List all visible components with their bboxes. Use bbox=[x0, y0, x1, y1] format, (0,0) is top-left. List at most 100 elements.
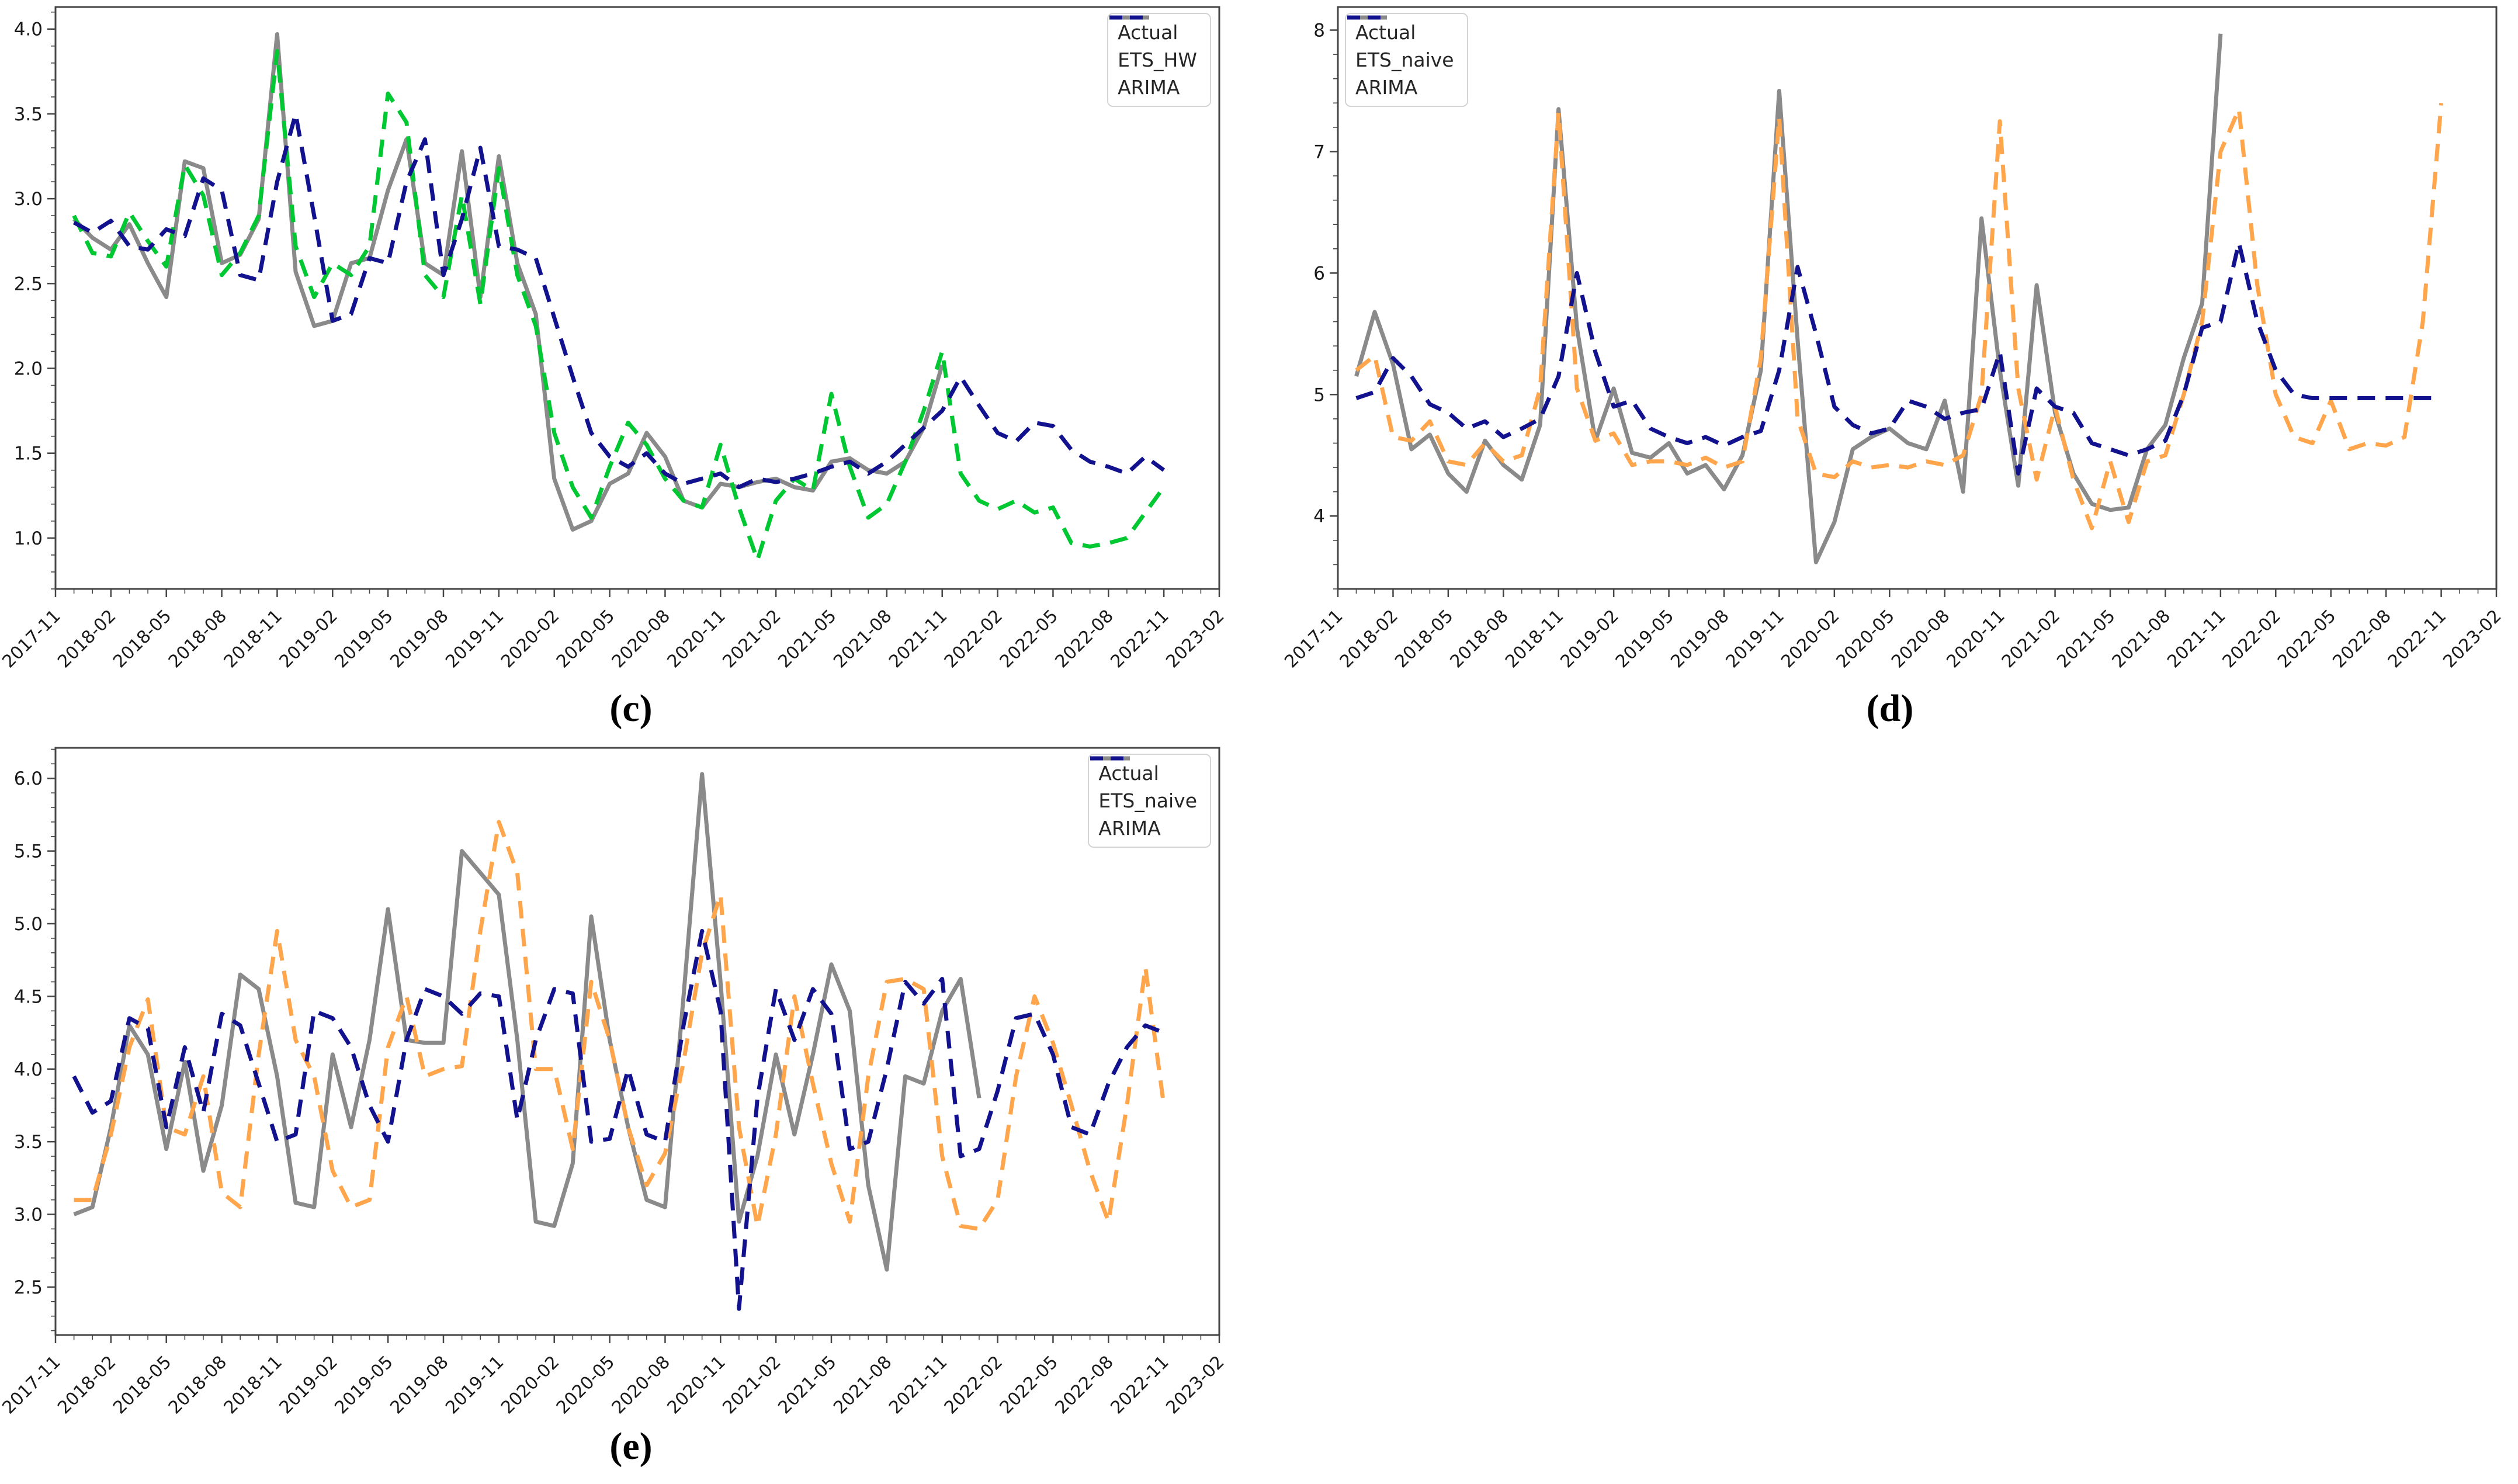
x-tick-label: 2017-11 bbox=[0, 606, 65, 672]
x-tick-label: 2021-11 bbox=[2163, 606, 2229, 672]
x-tick-label: 2022-05 bbox=[996, 606, 1062, 672]
x-tick-label: 2020-02 bbox=[497, 1352, 563, 1418]
chart-panel-e: 2017-11 2018-02 2018-05 2018-08 2018-11 2019-… bbox=[0, 742, 1262, 1484]
series-line-arima bbox=[1355, 240, 2441, 476]
legend-label: ARIMA bbox=[1098, 817, 1161, 840]
legend-label: ETS_HW bbox=[1118, 48, 1197, 71]
x-tick-label: 2019-02 bbox=[276, 1352, 342, 1418]
plot-frame bbox=[54, 747, 1220, 1336]
series-line-arima bbox=[72, 928, 1165, 1311]
legend-item: ETS_naive bbox=[1090, 756, 1197, 812]
x-tick-label: 2020-08 bbox=[1888, 606, 1954, 672]
x-tick-label: 2019-05 bbox=[1612, 606, 1678, 672]
x-tick-label: 2020-11 bbox=[664, 1352, 730, 1418]
x-tick-label: 2020-08 bbox=[608, 606, 674, 672]
y-tick-label: 4.5 bbox=[14, 986, 43, 1007]
legend-item: ARIMA bbox=[1347, 15, 1454, 99]
caption-d: (d) bbox=[1866, 687, 1914, 730]
legend: Actual ETS_naive ARIMA bbox=[1088, 754, 1211, 848]
y-tick-label: 2.0 bbox=[14, 359, 43, 380]
x-tick-label: 2021-02 bbox=[719, 606, 785, 672]
x-tick-label: 2020-05 bbox=[553, 1352, 619, 1418]
x-tick-label: 2019-11 bbox=[1722, 606, 1788, 672]
x-tick-label: 2018-11 bbox=[220, 1352, 286, 1418]
y-tick-label: 8 bbox=[1313, 20, 1325, 41]
x-tick-label: 2021-02 bbox=[719, 1352, 785, 1418]
x-tick-label: 2021-08 bbox=[830, 1352, 896, 1418]
y-tick-label: 3.5 bbox=[14, 1132, 43, 1153]
x-tick-label: 2020-08 bbox=[608, 1352, 674, 1418]
series-line-arima bbox=[72, 112, 1166, 490]
legend-item: Actual bbox=[1347, 15, 1454, 44]
y-tick-label: 3.0 bbox=[14, 189, 43, 210]
chart-d-canvas: 2017-112018-022018-052018-082018-112019-… bbox=[1281, 6, 2506, 672]
y-tick-label: 6 bbox=[1313, 263, 1325, 284]
x-tick-label: 2018-02 bbox=[1336, 606, 1402, 672]
series-line-actual bbox=[72, 32, 945, 532]
x-tick-label: 2020-05 bbox=[553, 606, 619, 672]
x-tick-label: 2022-11 bbox=[1107, 606, 1173, 672]
x-tick-label: 2018-05 bbox=[1391, 606, 1457, 672]
x-tick-label: 2018-11 bbox=[1501, 606, 1567, 672]
x-tick-label: 2018-08 bbox=[165, 1352, 231, 1418]
chart-e-canvas: 2017-112018-022018-052018-082018-112019-… bbox=[0, 747, 1229, 1418]
x-tick-label: 2019-11 bbox=[442, 606, 508, 672]
x-tick-label: 2022-02 bbox=[941, 1352, 1007, 1418]
y-tick-label: 3.0 bbox=[14, 1205, 43, 1226]
x-tick-label: 2022-05 bbox=[2274, 606, 2340, 672]
x-tick-label: 2021-08 bbox=[2108, 606, 2174, 672]
x-tick-label: 2022-08 bbox=[2329, 606, 2395, 672]
x-tick-label: 2022-11 bbox=[2384, 606, 2450, 672]
legend-label: Actual bbox=[1118, 21, 1178, 44]
legend-label: Actual bbox=[1355, 21, 1416, 44]
series-line-ets_naive bbox=[1355, 103, 2444, 531]
y-tick-label: 5.5 bbox=[14, 841, 43, 862]
plot-frame bbox=[1337, 6, 2498, 590]
legend-item: ETS_naive bbox=[1347, 15, 1454, 71]
x-tick-label: 2017-11 bbox=[1281, 606, 1347, 672]
x-tick-label: 2021-08 bbox=[830, 606, 896, 672]
x-tick-label: 2023-02 bbox=[2439, 606, 2505, 672]
chart-panel-d: 2017-11 2018-02 2018-05 2018-08 2018-11 2019-… bbox=[1262, 0, 2518, 742]
x-tick-label: 2017-11 bbox=[0, 1352, 65, 1418]
x-tick-label: 2019-05 bbox=[331, 1352, 397, 1418]
x-tick-label: 2022-11 bbox=[1107, 1352, 1173, 1418]
chart-c-canvas: 2017-112018-022018-052018-082018-112019-… bbox=[0, 6, 1229, 672]
y-tick-label: 3.5 bbox=[14, 104, 43, 125]
x-tick-label: 2021-05 bbox=[2053, 606, 2119, 672]
x-tick-label: 2018-02 bbox=[54, 606, 120, 672]
x-tick-label: 2019-08 bbox=[1667, 606, 1733, 672]
legend-item: Actual bbox=[1109, 15, 1197, 44]
legend-line-swatch bbox=[1347, 15, 1387, 20]
x-tick-label: 2018-05 bbox=[109, 1352, 175, 1418]
x-tick-label: 2019-02 bbox=[1556, 606, 1622, 672]
plot-frame bbox=[54, 6, 1220, 590]
y-tick-label: 1.5 bbox=[14, 443, 43, 464]
x-tick-label: 2018-05 bbox=[109, 606, 175, 672]
x-tick-label: 2022-02 bbox=[941, 606, 1007, 672]
x-tick-label: 2022-08 bbox=[1052, 606, 1118, 672]
legend-item: ARIMA bbox=[1109, 15, 1197, 99]
x-tick-label: 2021-02 bbox=[1998, 606, 2064, 672]
legend-item: ETS_HW bbox=[1109, 15, 1197, 71]
x-tick-label: 2020-11 bbox=[664, 606, 730, 672]
x-tick-label: 2019-11 bbox=[442, 1352, 508, 1418]
y-tick-label: 5 bbox=[1313, 384, 1325, 405]
x-tick-label: 2023-02 bbox=[1162, 1352, 1228, 1418]
y-tick-label: 5.0 bbox=[14, 914, 43, 935]
x-tick-label: 2018-02 bbox=[54, 1352, 120, 1418]
x-tick-label: 2020-11 bbox=[1943, 606, 2009, 672]
x-tick-label: 2019-08 bbox=[386, 1352, 452, 1418]
caption-e: (e) bbox=[609, 1425, 653, 1468]
x-tick-label: 2020-02 bbox=[1777, 606, 1843, 672]
x-tick-label: 2019-02 bbox=[276, 606, 342, 672]
x-tick-label: 2022-05 bbox=[996, 1352, 1062, 1418]
x-tick-label: 2020-02 bbox=[497, 606, 563, 672]
x-tick-label: 2019-05 bbox=[331, 606, 397, 672]
x-tick-label: 2018-08 bbox=[1447, 606, 1513, 672]
legend-label: ETS_naive bbox=[1098, 789, 1197, 812]
series-line-actual bbox=[73, 772, 981, 1272]
x-tick-label: 2021-11 bbox=[885, 1352, 951, 1418]
legend-item: Actual bbox=[1090, 756, 1197, 785]
legend-label: ETS_naive bbox=[1355, 48, 1454, 71]
